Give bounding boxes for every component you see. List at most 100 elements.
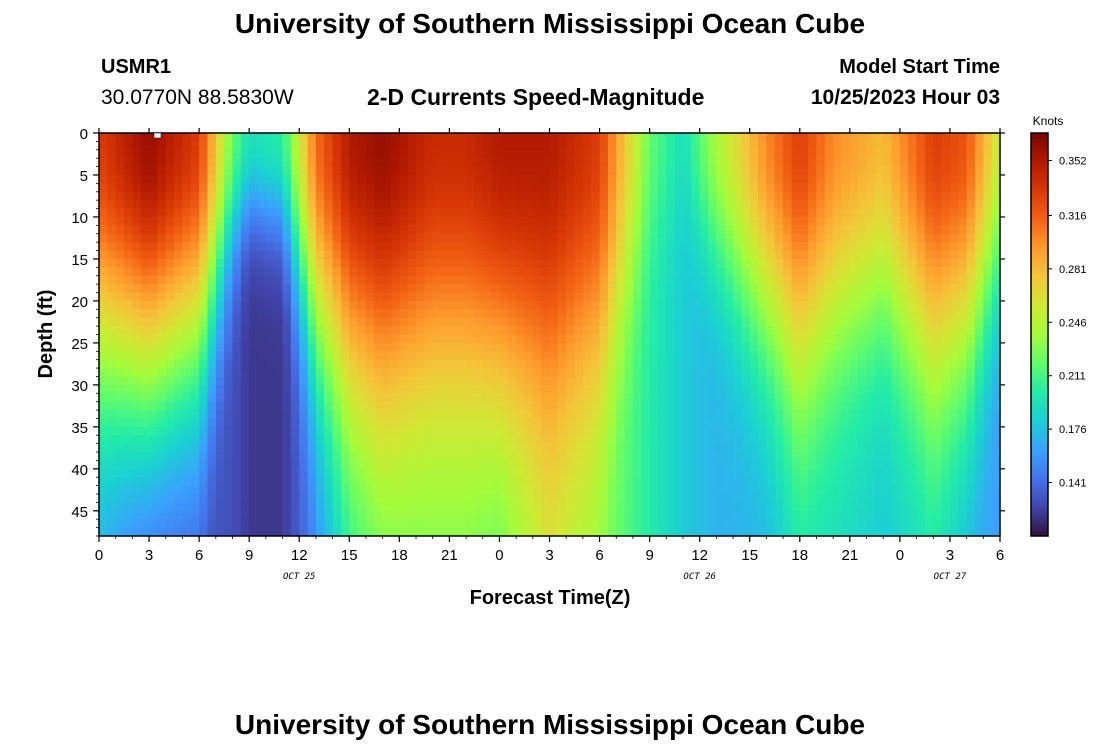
heatmap-cell — [632, 267, 642, 277]
heatmap-cell — [599, 359, 609, 369]
heatmap-cell — [249, 292, 259, 302]
heatmap-cell — [866, 342, 876, 352]
heatmap-cell — [682, 216, 692, 226]
heatmap-cell — [766, 158, 776, 168]
heatmap-cell — [349, 300, 359, 310]
heatmap-cell — [157, 426, 167, 436]
heatmap-cell — [474, 410, 484, 420]
heatmap-cell — [115, 351, 125, 361]
heatmap-cell — [340, 309, 350, 319]
heatmap-cell — [99, 426, 108, 436]
heatmap-cell — [674, 376, 684, 386]
heatmap-cell — [733, 326, 742, 336]
heatmap-cell — [232, 519, 242, 529]
heatmap-cell — [758, 485, 768, 495]
heatmap-cell — [399, 200, 409, 210]
heatmap-cell — [165, 435, 175, 445]
heatmap-cell — [524, 149, 534, 159]
heatmap-cell — [249, 242, 259, 252]
heatmap-cell — [115, 233, 125, 243]
heatmap-cell — [265, 502, 275, 512]
heatmap-cell — [115, 468, 125, 478]
heatmap-cell — [157, 317, 167, 327]
heatmap-cell — [632, 359, 642, 369]
heatmap-cell — [290, 242, 300, 252]
heatmap-cell — [265, 452, 275, 462]
heatmap-cell — [599, 191, 609, 201]
heatmap-cell — [499, 317, 509, 327]
heatmap-cell — [666, 468, 676, 478]
heatmap-cell — [841, 191, 851, 201]
heatmap-cell — [140, 435, 150, 445]
heatmap-cell — [666, 334, 676, 344]
heatmap-cell — [908, 460, 918, 470]
heatmap-cell — [858, 149, 868, 159]
heatmap-cell — [274, 468, 284, 478]
heatmap-cell — [332, 284, 342, 294]
heatmap-cell — [165, 183, 175, 193]
heatmap-cell — [257, 183, 267, 193]
heatmap-cell — [657, 183, 667, 193]
heatmap-cell — [374, 183, 384, 193]
heatmap-cell — [99, 317, 108, 327]
heatmap-cell — [332, 200, 342, 210]
heatmap-cell — [449, 317, 459, 327]
heatmap-cell — [499, 494, 509, 504]
heatmap-cell — [549, 141, 559, 151]
heatmap-cell — [591, 292, 601, 302]
heatmap-cell — [290, 158, 300, 168]
heatmap-cell — [749, 418, 759, 428]
heatmap-cell — [799, 485, 809, 495]
heatmap-cell — [699, 359, 709, 369]
heatmap-cell — [282, 426, 292, 436]
heatmap-cell — [649, 166, 659, 176]
heatmap-cell — [599, 141, 609, 151]
heatmap-cell — [240, 494, 250, 504]
heatmap-cell — [207, 410, 217, 420]
heatmap-cell — [157, 300, 167, 310]
heatmap-cell — [566, 468, 576, 478]
heatmap-cell — [240, 368, 250, 378]
heatmap-cell — [282, 519, 292, 529]
heatmap-cell — [107, 216, 117, 226]
heatmap-cell — [549, 410, 559, 420]
heatmap-cell — [265, 149, 275, 159]
heatmap-cell — [149, 292, 158, 302]
heatmap-cell — [758, 410, 768, 420]
heatmap-cell — [733, 393, 742, 403]
heatmap-cell — [724, 510, 734, 520]
heatmap-cell — [524, 166, 534, 176]
heatmap-cell — [507, 410, 517, 420]
heatmap-cell — [140, 216, 150, 226]
heatmap-cell — [582, 292, 592, 302]
heatmap-cell — [249, 200, 259, 210]
heatmap-cell — [708, 477, 717, 487]
heatmap-cell — [149, 183, 158, 193]
heatmap-cell — [474, 460, 484, 470]
heatmap-cell — [674, 510, 684, 520]
heatmap-cell — [149, 250, 158, 260]
heatmap-cell — [549, 250, 559, 260]
heatmap-cell — [174, 309, 184, 319]
heatmap-cell — [315, 174, 325, 184]
heatmap-cell — [182, 477, 192, 487]
heatmap-cell — [274, 426, 284, 436]
heatmap-cell — [632, 368, 642, 378]
heatmap-cell — [624, 401, 634, 411]
heatmap-cell — [299, 460, 309, 470]
heatmap-cell — [874, 359, 884, 369]
heatmap-cell — [199, 376, 209, 386]
heatmap-cell — [557, 183, 567, 193]
heatmap-cell — [190, 233, 200, 243]
heatmap-cell — [833, 368, 843, 378]
heatmap-cell — [582, 200, 592, 210]
heatmap-cell — [407, 510, 417, 520]
heatmap-cell — [774, 284, 784, 294]
heatmap-cell — [682, 418, 692, 428]
heatmap-cell — [516, 485, 526, 495]
heatmap-cell — [599, 426, 609, 436]
heatmap-cell — [666, 443, 676, 453]
heatmap-cell — [883, 384, 893, 394]
heatmap-cell — [416, 292, 425, 302]
heatmap-cell — [466, 174, 476, 184]
